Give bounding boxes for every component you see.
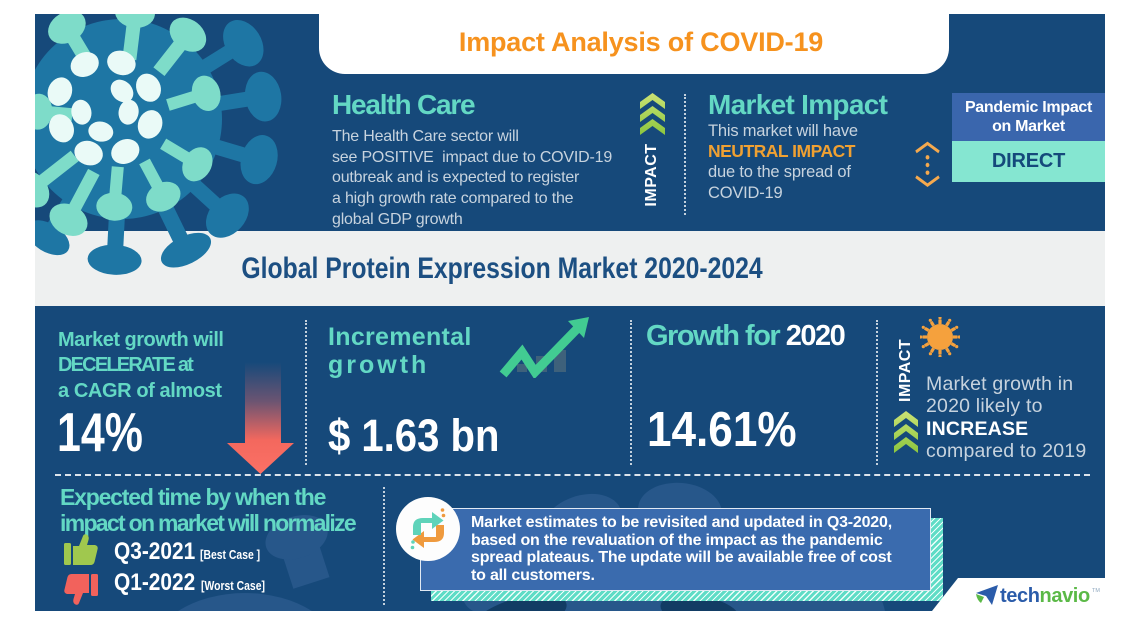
svg-text:TM: TM	[1092, 588, 1100, 594]
svg-text:technavio: technavio	[1000, 585, 1090, 607]
